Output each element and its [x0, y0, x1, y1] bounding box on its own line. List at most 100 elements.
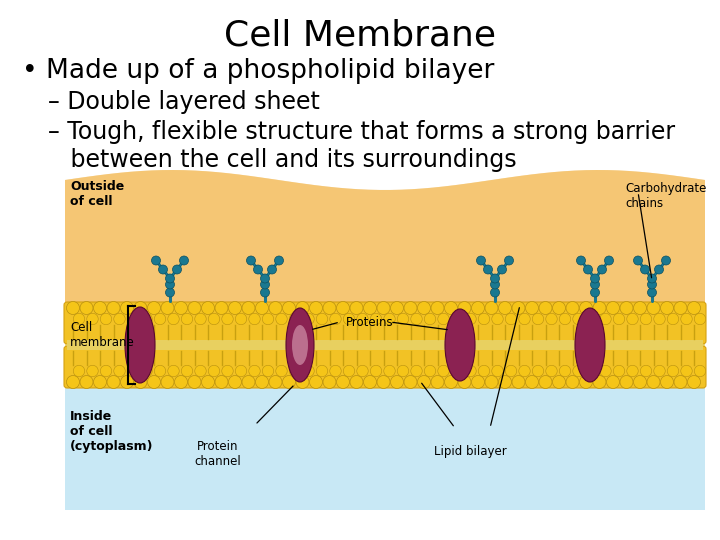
Text: – Tough, flexible structure that forms a strong barrier
   between the cell and : – Tough, flexible structure that forms a…	[48, 120, 675, 172]
Text: Cell
membrane: Cell membrane	[70, 321, 135, 349]
Circle shape	[166, 280, 174, 289]
Circle shape	[613, 365, 625, 377]
Circle shape	[590, 280, 600, 289]
Circle shape	[202, 301, 215, 314]
FancyBboxPatch shape	[64, 346, 706, 388]
Circle shape	[397, 365, 409, 377]
Text: Proteins: Proteins	[346, 315, 394, 328]
Circle shape	[674, 375, 687, 388]
Circle shape	[424, 313, 436, 325]
Circle shape	[343, 365, 355, 377]
Ellipse shape	[286, 308, 314, 382]
Circle shape	[173, 265, 181, 274]
Circle shape	[477, 256, 485, 265]
Circle shape	[100, 365, 112, 377]
Circle shape	[256, 375, 269, 388]
Circle shape	[532, 313, 544, 325]
Circle shape	[370, 313, 382, 325]
Circle shape	[222, 313, 233, 325]
Circle shape	[202, 375, 215, 388]
Circle shape	[654, 265, 664, 274]
Circle shape	[161, 301, 174, 314]
Circle shape	[580, 375, 593, 388]
Circle shape	[586, 313, 598, 325]
Circle shape	[127, 313, 139, 325]
Circle shape	[330, 313, 341, 325]
Circle shape	[662, 256, 670, 265]
Circle shape	[141, 313, 152, 325]
Circle shape	[350, 301, 363, 314]
Circle shape	[73, 313, 85, 325]
Circle shape	[580, 301, 593, 314]
Circle shape	[539, 375, 552, 388]
Circle shape	[215, 375, 228, 388]
Circle shape	[242, 301, 255, 314]
Circle shape	[613, 313, 625, 325]
Circle shape	[134, 375, 147, 388]
Circle shape	[253, 265, 263, 274]
Circle shape	[120, 375, 133, 388]
Circle shape	[559, 313, 571, 325]
Circle shape	[660, 375, 673, 388]
Text: Inside
of cell
(cytoplasm): Inside of cell (cytoplasm)	[70, 410, 153, 453]
Circle shape	[519, 313, 530, 325]
Circle shape	[559, 365, 571, 377]
Circle shape	[583, 265, 593, 274]
Circle shape	[276, 313, 287, 325]
Circle shape	[485, 301, 498, 314]
Text: Carbohydrate
chains: Carbohydrate chains	[625, 182, 706, 210]
Circle shape	[282, 375, 295, 388]
Circle shape	[154, 313, 166, 325]
Polygon shape	[65, 170, 705, 314]
Bar	[67, 340, 703, 350]
Circle shape	[134, 301, 147, 314]
Circle shape	[451, 365, 463, 377]
Circle shape	[208, 365, 220, 377]
Circle shape	[261, 274, 269, 283]
Circle shape	[181, 313, 193, 325]
Circle shape	[269, 301, 282, 314]
Circle shape	[323, 375, 336, 388]
Circle shape	[404, 301, 417, 314]
Circle shape	[577, 256, 585, 265]
Circle shape	[384, 365, 395, 377]
Circle shape	[151, 256, 161, 265]
Circle shape	[472, 375, 485, 388]
Text: Outside
of cell: Outside of cell	[70, 180, 125, 208]
Circle shape	[261, 288, 269, 297]
Circle shape	[148, 375, 161, 388]
Circle shape	[634, 375, 647, 388]
Circle shape	[444, 375, 457, 388]
Circle shape	[323, 301, 336, 314]
Circle shape	[438, 313, 449, 325]
Circle shape	[357, 313, 368, 325]
Circle shape	[107, 301, 120, 314]
Circle shape	[141, 365, 152, 377]
Circle shape	[127, 365, 139, 377]
Circle shape	[114, 365, 125, 377]
Circle shape	[694, 365, 706, 377]
Circle shape	[343, 313, 355, 325]
Ellipse shape	[575, 308, 605, 382]
Circle shape	[282, 301, 295, 314]
Circle shape	[168, 365, 179, 377]
Circle shape	[94, 301, 107, 314]
Circle shape	[215, 301, 228, 314]
Circle shape	[316, 313, 328, 325]
Circle shape	[336, 301, 349, 314]
Circle shape	[66, 375, 79, 388]
Circle shape	[107, 375, 120, 388]
Ellipse shape	[125, 307, 155, 383]
Circle shape	[310, 301, 323, 314]
Circle shape	[364, 301, 377, 314]
Circle shape	[228, 301, 241, 314]
Circle shape	[377, 375, 390, 388]
Circle shape	[539, 301, 552, 314]
Circle shape	[490, 274, 500, 283]
Circle shape	[195, 365, 206, 377]
Circle shape	[605, 256, 613, 265]
Circle shape	[472, 301, 485, 314]
Circle shape	[296, 375, 309, 388]
Circle shape	[249, 313, 260, 325]
Circle shape	[566, 375, 579, 388]
